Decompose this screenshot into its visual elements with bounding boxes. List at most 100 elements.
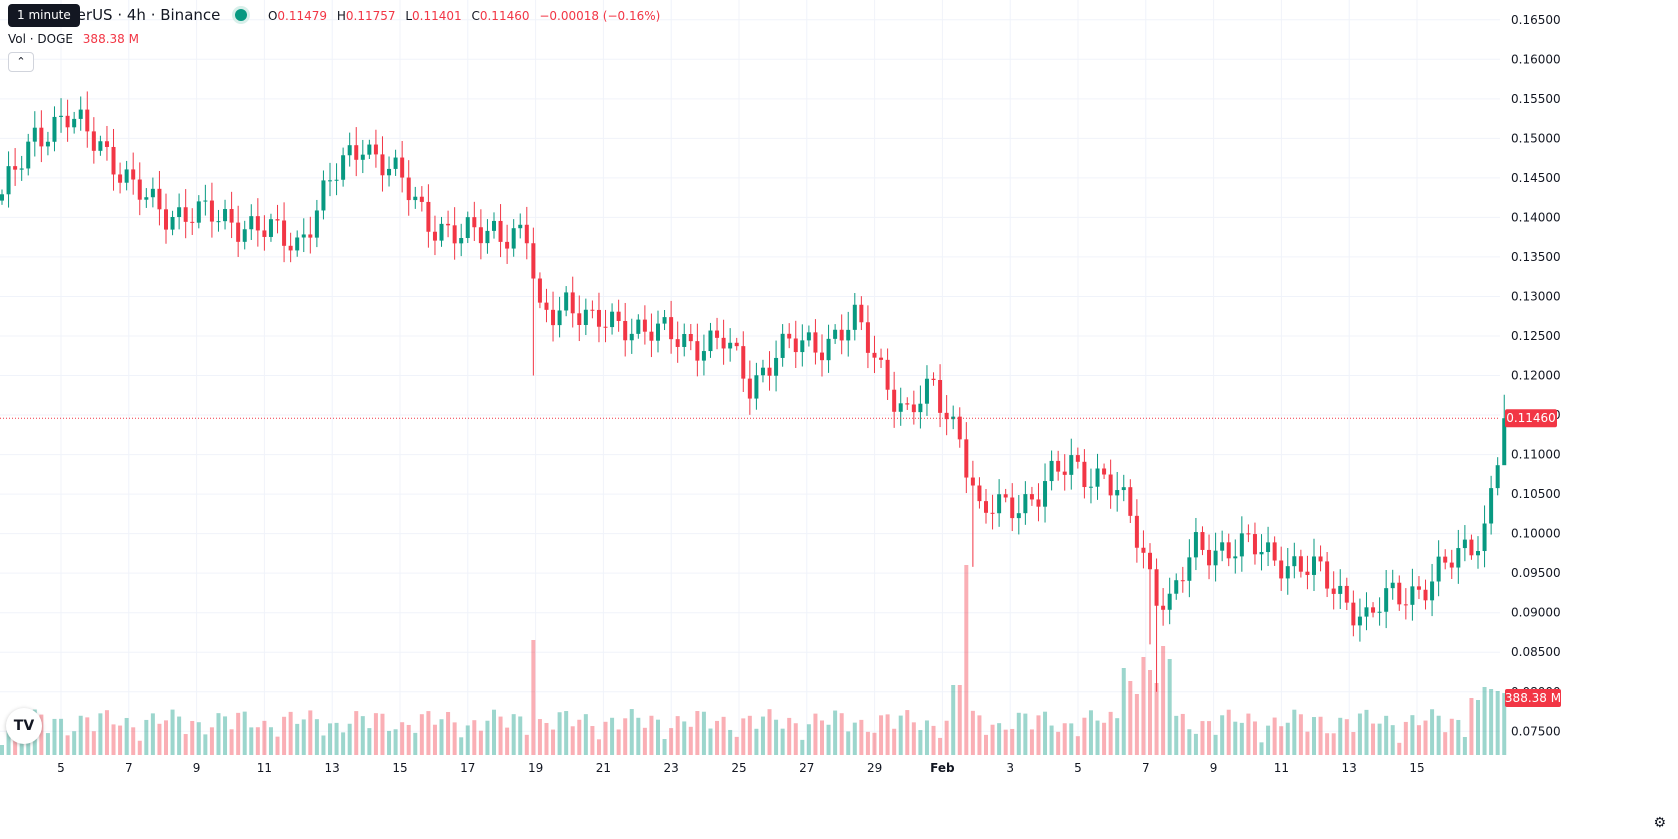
tradingview-logo[interactable]: TV <box>6 708 42 744</box>
volume-bar <box>754 728 759 755</box>
volume-bar <box>91 731 96 755</box>
candle-body <box>583 309 588 325</box>
volume-bar <box>1003 729 1008 755</box>
volume-bar <box>1010 728 1015 755</box>
volume-bar <box>452 722 457 755</box>
price-tick-label: 0.12000 <box>1511 369 1561 383</box>
candle-body <box>780 333 785 358</box>
volume-bar <box>898 715 903 755</box>
candle-body <box>669 317 674 340</box>
candle-body <box>1305 571 1310 575</box>
candle-body <box>682 334 687 347</box>
price-axis[interactable]: 0.16500 0.16000 0.15500 0.15000 0.14500 0.140… <box>1505 13 1561 739</box>
candle-body <box>32 127 37 142</box>
candle-body <box>321 180 326 211</box>
candle-body <box>938 380 943 413</box>
candle-body <box>492 220 496 231</box>
candle-body <box>406 177 411 201</box>
volume-bar <box>478 730 483 755</box>
volume-bar <box>984 734 988 755</box>
volume-bar <box>183 734 188 755</box>
volume-bar <box>551 729 556 755</box>
open-value: 0.11479 <box>277 9 328 23</box>
volume-bar <box>111 724 116 755</box>
volume-bar <box>1043 711 1048 755</box>
volume-bar <box>1187 729 1192 755</box>
candle-body <box>1095 468 1100 487</box>
candle-body <box>295 237 300 251</box>
candle-body <box>1482 523 1487 552</box>
candle-body <box>1121 487 1126 491</box>
price-tick-label: 0.12500 <box>1511 329 1561 343</box>
volume-label[interactable]: Vol · DOGE <box>8 32 73 46</box>
time-tick-label: 17 <box>460 761 475 775</box>
volume-bar <box>970 710 975 755</box>
candle-body <box>78 109 83 119</box>
volume-bar <box>1325 733 1330 755</box>
volume-bar <box>282 716 287 755</box>
volume-bar <box>957 685 962 755</box>
volume-bar <box>767 709 772 755</box>
candle-body <box>1154 569 1159 606</box>
volume-bar <box>1128 681 1133 755</box>
candle-body <box>892 389 897 412</box>
candle-body <box>452 225 457 244</box>
candle-body <box>964 439 969 478</box>
volume-bar <box>570 726 575 755</box>
candle-body <box>787 333 792 339</box>
candle-body <box>656 323 660 341</box>
volume-bar <box>1384 715 1389 755</box>
volume-bar <box>223 716 228 755</box>
volume-bar <box>1141 657 1146 755</box>
candle-body <box>387 168 392 176</box>
candle-body <box>334 179 339 181</box>
collapse-legend-button[interactable]: ⌃ <box>8 52 34 72</box>
volume-bar <box>1502 693 1507 755</box>
volume-bar <box>295 723 300 755</box>
volume-bar <box>45 733 50 755</box>
candle-body <box>846 329 851 341</box>
candle-body <box>308 234 313 238</box>
volume-bar <box>124 717 129 755</box>
candle-body <box>1148 552 1152 570</box>
candle-body <box>1213 550 1218 566</box>
volume-bar <box>1226 709 1231 755</box>
candle-body <box>1298 556 1303 572</box>
volume-bar <box>649 715 654 755</box>
volume-bar <box>144 719 149 755</box>
volume-bar <box>1338 717 1343 755</box>
volume-bar <box>413 732 418 755</box>
price-tick-label: 0.10500 <box>1511 487 1561 501</box>
candle-body <box>990 512 995 514</box>
price-tick-label: 0.15000 <box>1511 131 1561 145</box>
volume-bar <box>98 713 103 755</box>
candle-body <box>970 477 975 486</box>
candle-body <box>157 188 162 210</box>
candle-body <box>1075 455 1080 462</box>
volume-bar <box>1102 722 1107 755</box>
candle-body <box>1193 532 1198 558</box>
candle-body <box>511 228 516 249</box>
volume-bar <box>485 720 490 755</box>
volume-bar <box>715 720 720 755</box>
candle-body <box>498 220 503 242</box>
candle-body <box>1187 557 1192 581</box>
chevron-up-icon: ⌃ <box>16 55 26 68</box>
volume-bar <box>131 727 136 755</box>
time-tick-label: 15 <box>1409 761 1424 775</box>
candle-body <box>413 196 418 201</box>
candle-body <box>865 322 870 353</box>
volume-bar <box>498 716 503 755</box>
time-tick-label: 11 <box>1274 761 1289 775</box>
candle-body <box>478 227 483 244</box>
candle-body <box>268 219 273 237</box>
time-axis[interactable]: 5 7 9 11 13 15 17 19 21 23 25 27 29 Feb 3 5 7 9 11 13 15 <box>57 761 1424 775</box>
volume-bar <box>964 565 969 755</box>
candle-body <box>1423 589 1428 601</box>
chart-settings-button[interactable]: ⚙ <box>1653 815 1666 831</box>
candle-body <box>957 416 962 440</box>
time-tick-label: 21 <box>596 761 611 775</box>
candle-body <box>1371 607 1376 613</box>
